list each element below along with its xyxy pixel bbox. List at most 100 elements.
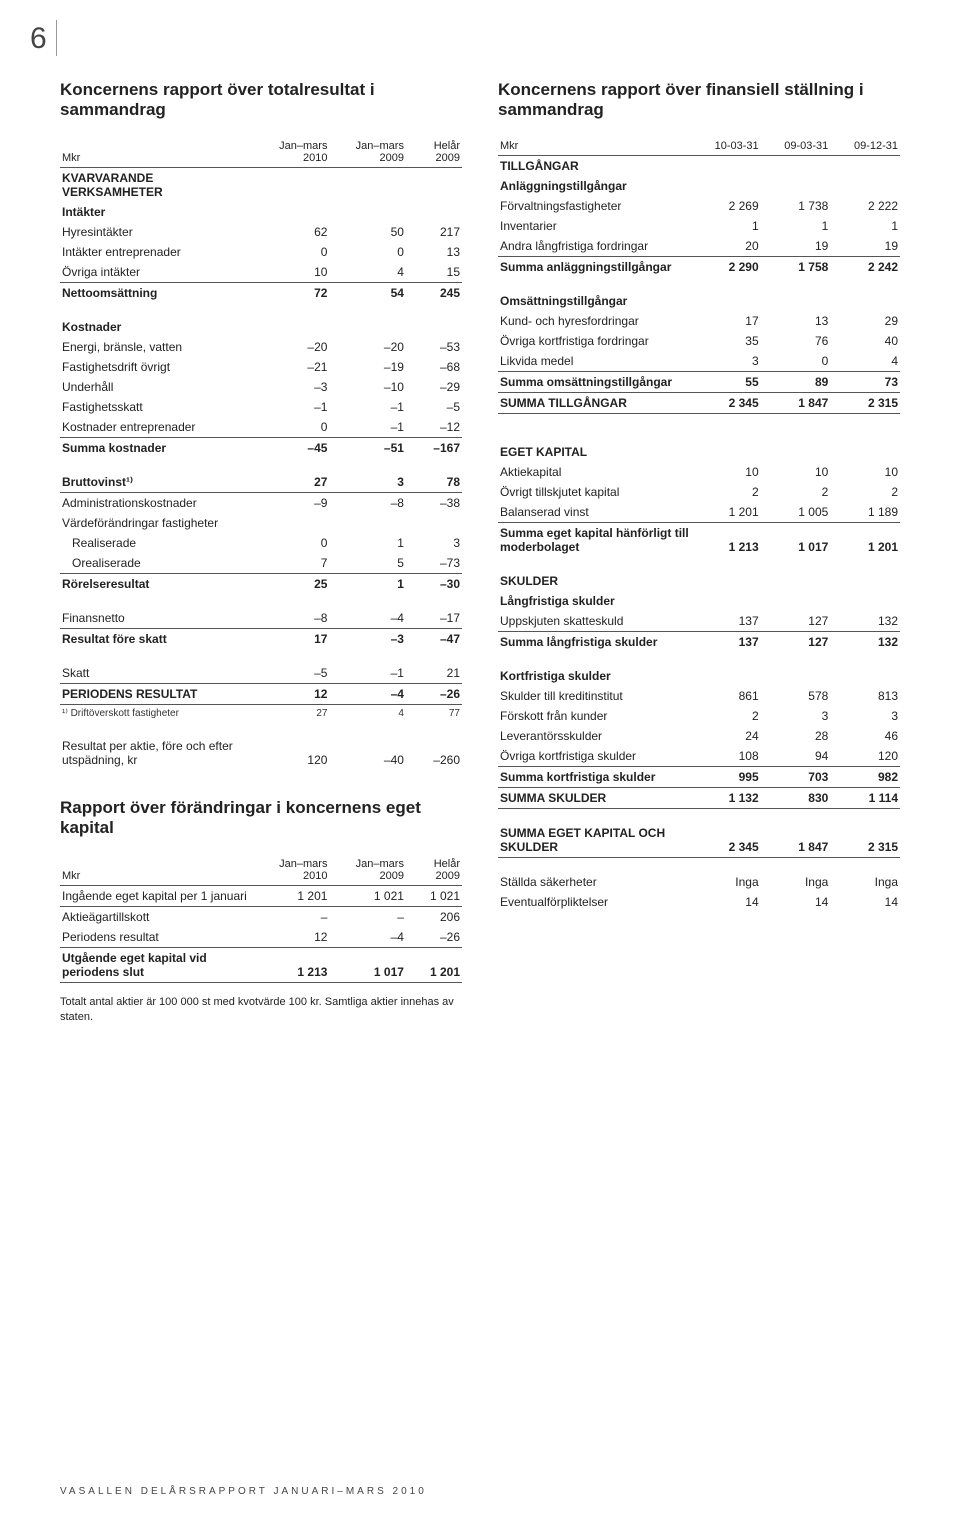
cell: –1 xyxy=(329,663,406,684)
row-label: Övriga kortfristiga skulder xyxy=(498,746,691,767)
cell: 17 xyxy=(253,628,330,649)
row-label: Övriga intäkter xyxy=(60,262,253,283)
cell xyxy=(830,155,900,176)
cell: –47 xyxy=(406,628,462,649)
row-label: Aktiekapital xyxy=(498,462,691,482)
cell: 2 222 xyxy=(830,196,900,216)
table-row: Summa långfristiga skulder137127132 xyxy=(498,631,900,652)
cell: –4 xyxy=(329,608,406,629)
row-label: Intäkter entreprenader xyxy=(60,242,253,262)
row-label: Summa långfristiga skulder xyxy=(498,631,691,652)
cell xyxy=(830,666,900,686)
row-label: Likvida medel xyxy=(498,351,691,372)
table-row: Realiserade013 xyxy=(60,533,462,553)
cell: 2 xyxy=(691,706,761,726)
cell: –167 xyxy=(406,437,462,458)
cell: 40 xyxy=(830,331,900,351)
table-row: Uppskjuten skatteskuld137127132 xyxy=(498,611,900,632)
right-column: Koncernens rapport över finansiell ställ… xyxy=(498,80,900,1053)
table-row: Aktiekapital101010 xyxy=(498,462,900,482)
cell: –21 xyxy=(253,357,330,377)
cell: 813 xyxy=(830,686,900,706)
cell: –26 xyxy=(406,683,462,704)
equity-changes-section: Rapport över förändringar i koncernens e… xyxy=(60,798,462,1026)
page-number-rule xyxy=(56,20,57,56)
row-label: Orealiserade xyxy=(60,553,253,574)
cell: –3 xyxy=(253,377,330,397)
cell xyxy=(761,571,831,591)
cell xyxy=(830,591,900,611)
cell: 72 xyxy=(253,282,330,303)
equity-changes-table: Mkr Jan–mars 2010 Jan–mars 2009 Helår 20… xyxy=(60,855,462,983)
col-jm2010: Jan–mars 2010 xyxy=(253,137,330,168)
cell: 13 xyxy=(761,311,831,331)
table-row: Kostnader entreprenader0–1–12 xyxy=(60,417,462,438)
cell: 1 201 xyxy=(253,885,330,906)
cell: 4 xyxy=(830,351,900,372)
row-label: Andra långfristiga fordringar xyxy=(498,236,691,257)
cell: –73 xyxy=(406,553,462,574)
cell xyxy=(691,176,761,196)
cell: 3 xyxy=(761,706,831,726)
cell: 1 847 xyxy=(761,823,831,858)
table-row: Bruttovinst¹⁾27378 xyxy=(60,472,462,493)
cell: 10 xyxy=(253,262,330,283)
cell: 35 xyxy=(691,331,761,351)
table-row: ¹⁾ Driftöverskott fastigheter27477 xyxy=(60,704,462,722)
cell: –40 xyxy=(329,736,406,770)
cell xyxy=(830,571,900,591)
col-hy2009: Helår 2009 xyxy=(406,855,462,886)
table-row: Värdeförändringar fastigheter xyxy=(60,513,462,533)
cell: –1 xyxy=(329,417,406,438)
table-row: Resultat före skatt17–3–47 xyxy=(60,628,462,649)
cell: –17 xyxy=(406,608,462,629)
cell: 25 xyxy=(253,573,330,594)
cell: 4 xyxy=(329,262,406,283)
cell: 132 xyxy=(830,611,900,632)
cell: –8 xyxy=(329,492,406,513)
cell: 1 021 xyxy=(329,885,406,906)
table-row: Skulder till kreditinstitut861578813 xyxy=(498,686,900,706)
row-label: Skatt xyxy=(60,663,253,684)
cell: 1 758 xyxy=(761,256,831,277)
cell xyxy=(329,513,406,533)
cell: –10 xyxy=(329,377,406,397)
table-row: Summa kortfristiga skulder995703982 xyxy=(498,766,900,787)
row-label: Långfristiga skulder xyxy=(498,591,691,611)
cell xyxy=(329,167,406,202)
cell: –4 xyxy=(329,927,406,948)
row-label: Fastighetsskatt xyxy=(60,397,253,417)
cell: 19 xyxy=(830,236,900,257)
table-row: Kostnader xyxy=(60,317,462,337)
cell: 7 xyxy=(253,553,330,574)
cell: 2 242 xyxy=(830,256,900,277)
cell: 27 xyxy=(253,704,330,722)
cell xyxy=(691,666,761,686)
table-row: Andra långfristiga fordringar201919 xyxy=(498,236,900,257)
row-label: Resultat före skatt xyxy=(60,628,253,649)
cell: 14 xyxy=(761,892,831,912)
two-column-layout: Koncernens rapport över totalresultat i … xyxy=(60,80,900,1053)
cell: 2 269 xyxy=(691,196,761,216)
row-label: Fastighetsdrift övrigt xyxy=(60,357,253,377)
cell: 12 xyxy=(253,683,330,704)
page-number: 6 xyxy=(30,22,47,56)
table-row: Likvida medel304 xyxy=(498,351,900,372)
cell: 1 201 xyxy=(691,502,761,523)
cell: 4 xyxy=(329,704,406,722)
balance-sheet-table: Mkr 10-03-31 09-03-31 09-12-31 TILLGÅNGA… xyxy=(498,137,900,912)
table-row: Förskott från kunder233 xyxy=(498,706,900,726)
row-label: Balanserad vinst xyxy=(498,502,691,523)
table-row: SUMMA TILLGÅNGAR2 3451 8472 315 xyxy=(498,392,900,413)
table-row: Övriga kortfristiga skulder10894120 xyxy=(498,746,900,767)
table-row: Förvaltningsfastigheter2 2691 7382 222 xyxy=(498,196,900,216)
cell: 19 xyxy=(761,236,831,257)
cell xyxy=(761,442,831,462)
cell: 0 xyxy=(761,351,831,372)
cell: –5 xyxy=(253,663,330,684)
row-label: Omsättningstillgångar xyxy=(498,291,691,311)
row-label: Kund- och hyresfordringar xyxy=(498,311,691,331)
row-label: Förvaltningsfastigheter xyxy=(498,196,691,216)
cell: –1 xyxy=(253,397,330,417)
cell: 3 xyxy=(329,472,406,493)
